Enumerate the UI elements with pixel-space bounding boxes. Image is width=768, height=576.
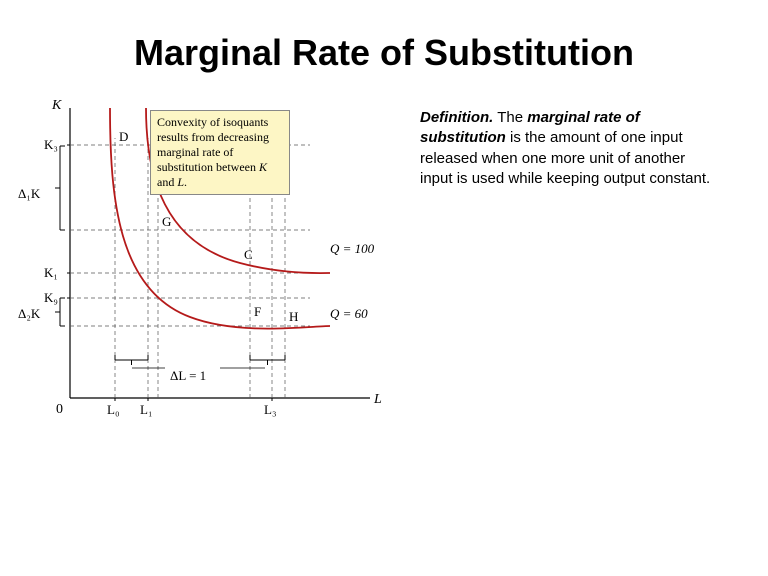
svg-text:L₃: L₃ [264,402,276,417]
x-axis-label: L [374,392,382,408]
svg-text:K₃: K₃ [44,137,58,152]
definition-text: Definition. The marginal rate of substit… [410,98,740,448]
chart-area: Q = 100Q = 60K₃K₁K₉L₀L₁L₃DAGCFH Convexit… [10,98,410,448]
svg-text:K₉: K₉ [44,290,58,305]
definition-pre: The [493,109,527,126]
definition-label: Definition. [420,109,493,126]
delta-l-label: ΔL = 1 [170,368,206,384]
svg-text:L₀: L₀ [107,402,119,417]
page-title: Marginal Rate of Substitution [0,0,768,74]
delta-1k-label: Δ₁K [18,186,40,202]
svg-text:C: C [244,247,253,262]
svg-text:D: D [119,129,128,144]
svg-text:K₁: K₁ [44,265,58,280]
svg-text:Q = 100: Q = 100 [330,241,375,256]
svg-text:L₁: L₁ [140,402,152,417]
delta-2k-label: Δ₂K [18,306,40,322]
y-axis-label: K [52,98,61,114]
svg-text:Q = 60: Q = 60 [330,306,368,321]
origin-label: 0 [56,402,63,418]
svg-text:F: F [254,304,261,319]
callout-box: Convexity of isoquantsresults from decre… [150,110,290,195]
svg-text:G: G [162,214,171,229]
content-row: Q = 100Q = 60K₃K₁K₉L₀L₁L₃DAGCFH Convexit… [0,98,768,448]
svg-text:H: H [289,309,298,324]
